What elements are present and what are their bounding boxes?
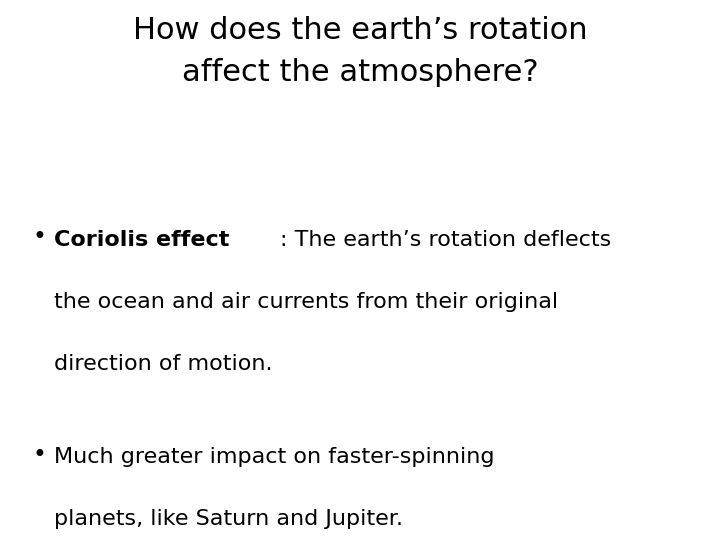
Text: the ocean and air currents from their original: the ocean and air currents from their or… bbox=[54, 292, 558, 312]
Text: How does the earth’s rotation
affect the atmosphere?: How does the earth’s rotation affect the… bbox=[132, 16, 588, 87]
Text: planets, like Saturn and Jupiter.: planets, like Saturn and Jupiter. bbox=[54, 509, 403, 529]
Text: •: • bbox=[32, 225, 46, 249]
Text: •: • bbox=[32, 443, 46, 467]
Text: Much greater impact on faster-spinning: Much greater impact on faster-spinning bbox=[54, 447, 495, 467]
Text: : The earth’s rotation deflects: : The earth’s rotation deflects bbox=[280, 230, 611, 249]
Text: direction of motion.: direction of motion. bbox=[54, 354, 272, 374]
Text: Coriolis effect: Coriolis effect bbox=[54, 230, 230, 249]
